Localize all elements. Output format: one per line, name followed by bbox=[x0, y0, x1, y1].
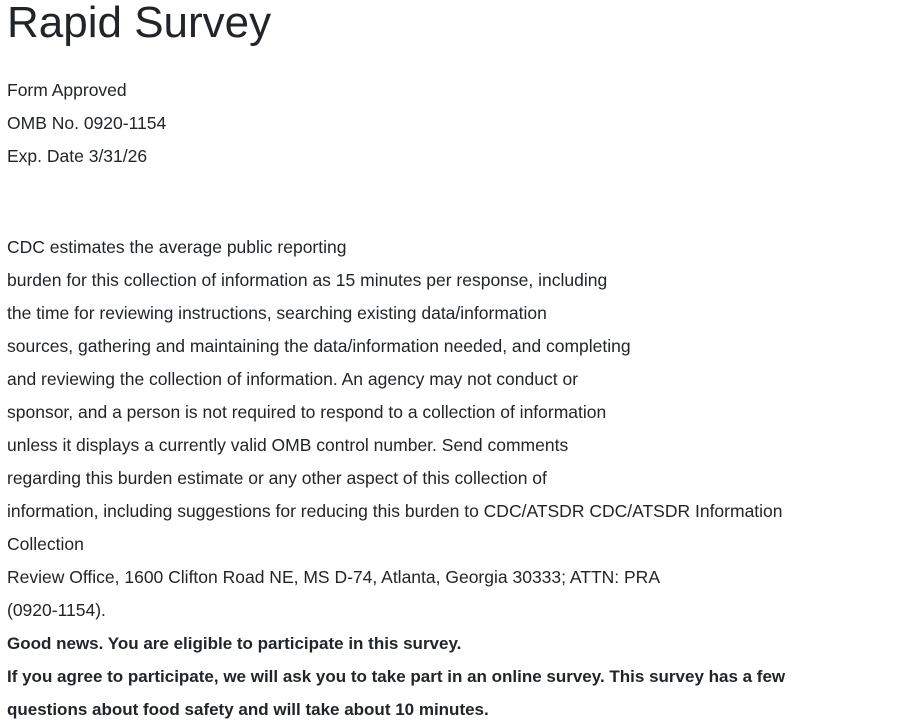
burden-line: burden for this collection of informatio… bbox=[7, 270, 608, 290]
form-approved: Form Approved bbox=[7, 80, 127, 100]
burden-line: information, including suggestions for r… bbox=[7, 501, 783, 521]
burden-line: Review Office, 1600 Clifton Road NE, MS … bbox=[7, 567, 660, 587]
form-approval-info: Form Approved OMB No. 0920-1154 Exp. Dat… bbox=[7, 74, 916, 173]
omb-number: OMB No. 0920-1154 bbox=[7, 113, 167, 133]
page-title: Rapid Survey bbox=[7, 0, 272, 47]
burden-line: Collection bbox=[7, 534, 84, 554]
burden-line: sponsor, and a person is not required to… bbox=[7, 402, 607, 422]
burden-line: the time for reviewing instructions, sea… bbox=[7, 303, 547, 323]
burden-line: regarding this burden estimate or any ot… bbox=[7, 468, 547, 488]
participation-line: questions about food safety and will tak… bbox=[7, 700, 489, 719]
burden-statement: CDC estimates the average public reporti… bbox=[7, 231, 916, 627]
participation-line: If you agree to participate, we will ask… bbox=[7, 667, 786, 686]
expiration-date: Exp. Date 3/31/26 bbox=[7, 146, 148, 166]
participation-message: If you agree to participate, we will ask… bbox=[7, 660, 916, 726]
burden-line: CDC estimates the average public reporti… bbox=[7, 237, 347, 257]
burden-line: unless it displays a currently valid OMB… bbox=[7, 435, 569, 455]
burden-line: and reviewing the collection of informat… bbox=[7, 369, 579, 389]
burden-line: (0920-1154). bbox=[7, 600, 106, 620]
burden-line: sources, gathering and maintaining the d… bbox=[7, 336, 631, 356]
eligibility-message: Good news. You are eligible to participa… bbox=[7, 634, 462, 653]
